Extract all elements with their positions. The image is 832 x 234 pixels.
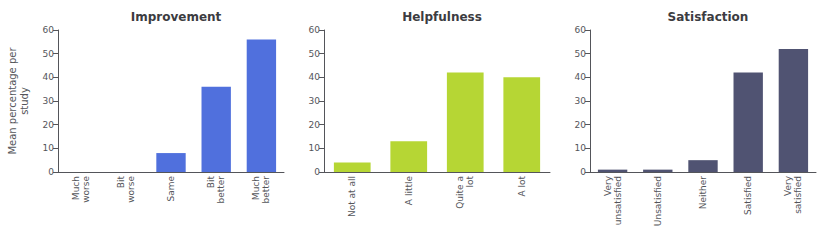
svg-text:40: 40	[43, 72, 55, 82]
svg-text:Unsatisfied: Unsatisfied	[653, 176, 663, 226]
svg-text:Quite a: Quite a	[455, 176, 465, 209]
svg-text:30: 30	[575, 96, 587, 106]
svg-text:Satisfied: Satisfied	[743, 176, 753, 215]
svg-text:Bit: Bit	[206, 176, 216, 189]
svg-text:0: 0	[314, 167, 320, 177]
svg-text:Neither: Neither	[698, 176, 708, 210]
svg-text:Helpfulness: Helpfulness	[402, 10, 482, 24]
svg-text:Satisfaction: Satisfaction	[668, 10, 749, 24]
svg-text:50: 50	[575, 49, 587, 59]
svg-text:40: 40	[309, 72, 321, 82]
svg-text:better: better	[216, 176, 226, 204]
svg-text:Very: Very	[603, 175, 613, 196]
svg-text:worse: worse	[126, 176, 136, 203]
svg-text:60: 60	[575, 25, 587, 35]
svg-text:Same: Same	[166, 176, 176, 202]
svg-text:50: 50	[309, 49, 321, 59]
svg-text:unsatisfied: unsatisfied	[613, 176, 623, 225]
svg-text:Improvement: Improvement	[131, 10, 222, 24]
svg-text:10: 10	[309, 143, 321, 153]
svg-text:Very: Very	[783, 175, 793, 196]
svg-text:Much: Much	[251, 176, 261, 200]
svg-text:0: 0	[580, 167, 586, 177]
svg-text:worse: worse	[81, 176, 91, 203]
svg-text:Not at all: Not at all	[347, 176, 357, 217]
svg-text:10: 10	[575, 143, 587, 153]
svg-text:60: 60	[309, 25, 321, 35]
svg-text:better: better	[261, 176, 271, 204]
svg-text:40: 40	[575, 72, 587, 82]
svg-text:20: 20	[43, 120, 55, 130]
svg-text:A little: A little	[404, 176, 414, 206]
svg-text:30: 30	[43, 96, 55, 106]
svg-text:Mean percentage per: Mean percentage per	[7, 47, 18, 155]
svg-text:Bit: Bit	[116, 176, 126, 189]
svg-text:A lot: A lot	[517, 176, 527, 197]
svg-text:20: 20	[575, 120, 587, 130]
svg-text:20: 20	[309, 120, 321, 130]
svg-text:Much: Much	[71, 176, 81, 200]
svg-text:satisfied: satisfied	[793, 176, 803, 214]
svg-text:60: 60	[43, 25, 55, 35]
svg-text:0: 0	[48, 167, 54, 177]
svg-text:10: 10	[43, 143, 55, 153]
svg-text:study: study	[19, 87, 30, 115]
svg-text:30: 30	[309, 96, 321, 106]
svg-text:lot: lot	[465, 176, 475, 188]
svg-text:50: 50	[43, 49, 55, 59]
